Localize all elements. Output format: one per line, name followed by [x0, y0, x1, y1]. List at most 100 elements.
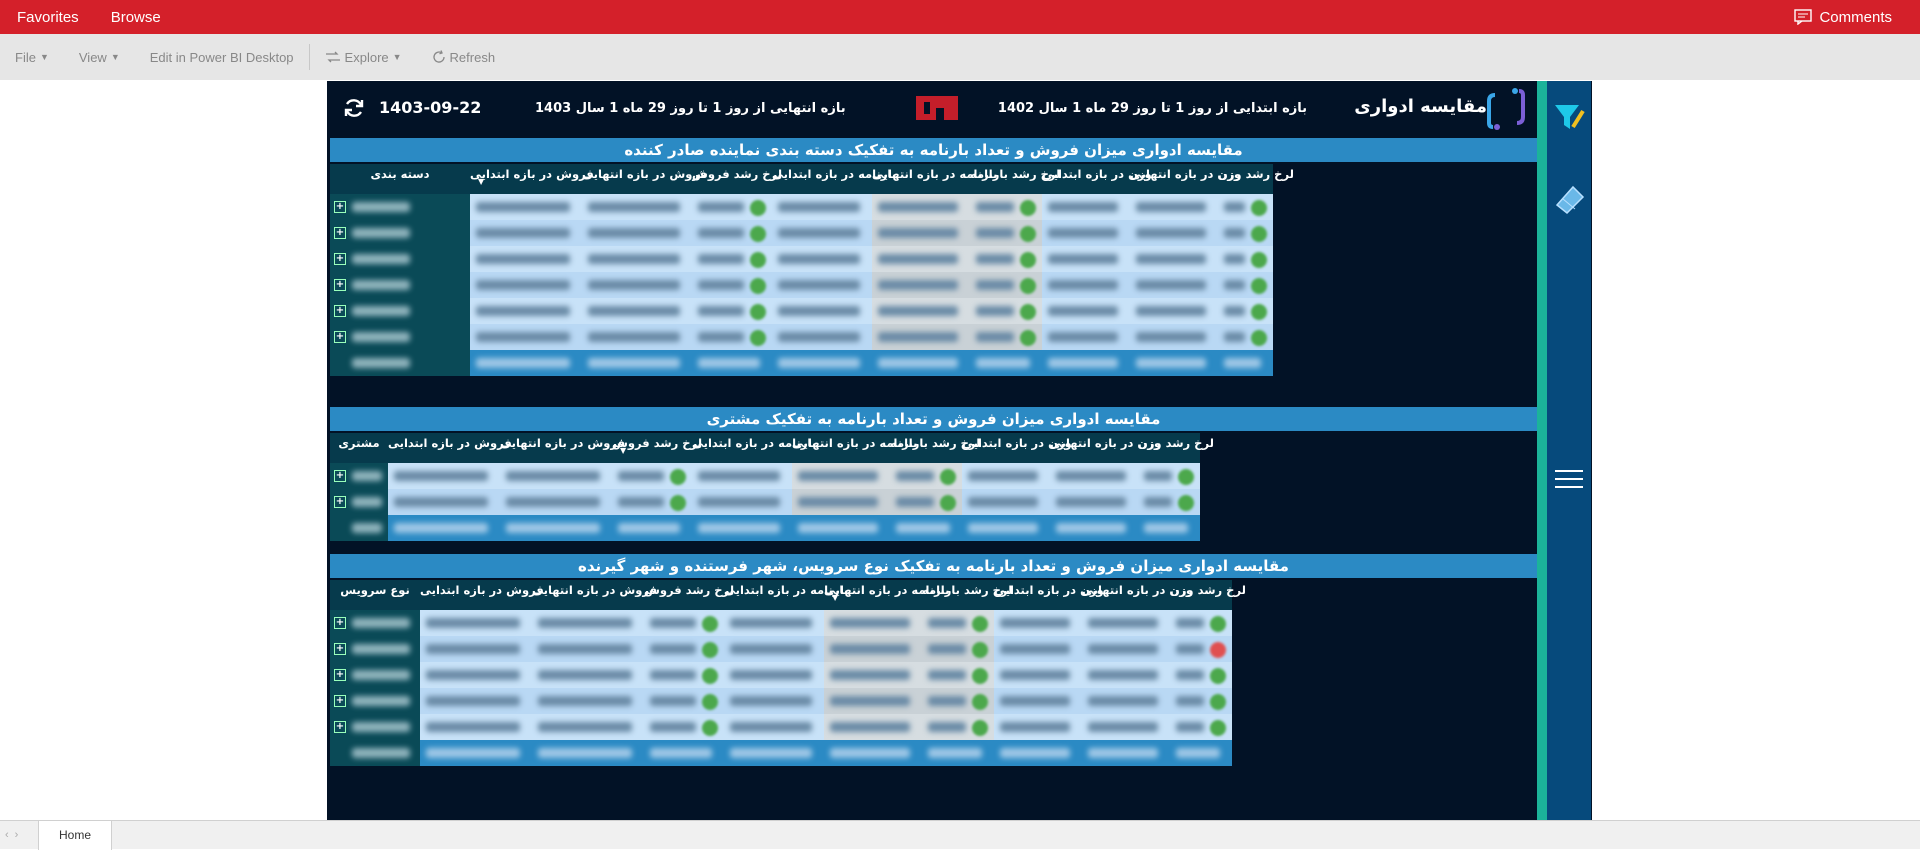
status-indicator-icon [750, 278, 766, 294]
refresh-icon[interactable] [343, 97, 365, 119]
view-menu[interactable]: View ▼ [79, 50, 120, 65]
hamburger-menu-icon[interactable] [1553, 463, 1585, 495]
table-cell [470, 246, 582, 272]
table-cell [612, 515, 692, 541]
column-header[interactable]: وزن در بازه ابتدایی [1042, 164, 1152, 194]
column-header[interactable]: لرخ رشد بارنامه [922, 580, 1012, 610]
expand-icon[interactable]: + [334, 201, 346, 213]
column-header-label: بارنامه در بازه ابتدایی [692, 436, 817, 450]
table-header-row: لرخ رشد وزن وزن در بازه انتهایی وزن در باز… [330, 433, 1214, 463]
column-header-label: بارنامه در بازه ابتدایی [724, 583, 849, 597]
blurred-value [976, 358, 1030, 368]
column-header[interactable]: فروش در بازه ابتدایی [420, 580, 544, 610]
column-header[interactable]: لرخ رشد فروش [644, 580, 734, 610]
column-header[interactable]: لرخ رشد بارنامه [970, 164, 1060, 194]
column-header[interactable]: لرخ رشد وزن [1138, 433, 1214, 463]
column-header[interactable]: بارنامه در بازه انتهایی ▼ [824, 580, 949, 610]
column-header[interactable]: لرخ رشد بارنامه [890, 433, 980, 463]
table-cell [1050, 515, 1138, 541]
column-header[interactable]: لرخ رشد وزن [1218, 164, 1294, 194]
refresh-button[interactable]: Refresh [432, 50, 495, 65]
column-header[interactable]: بارنامه در بازه ابتدایی [692, 433, 816, 463]
blurred-value [394, 523, 488, 533]
column-header[interactable]: وزن در بازه ابتدایی [962, 433, 1072, 463]
table-cell [1042, 220, 1130, 246]
expand-icon[interactable]: + [334, 496, 346, 508]
expand-icon[interactable]: + [334, 721, 346, 733]
column-header-label: لرخ رشد بارنامه [922, 583, 1013, 597]
expand-icon[interactable]: + [334, 643, 346, 655]
status-indicator-icon [972, 668, 988, 684]
blurred-value [1176, 670, 1204, 680]
table-cell [612, 489, 692, 515]
explore-menu[interactable]: Explore ▼ [325, 50, 402, 65]
column-header[interactable]: فروش در بازه انتهایی [582, 164, 707, 194]
expand-icon[interactable]: + [334, 253, 346, 265]
tab-scroll-arrows[interactable]: ‹› [5, 829, 25, 841]
column-header[interactable]: بارنامه در بازه انتهایی [872, 164, 997, 194]
column-header[interactable]: دسته بندی [330, 164, 470, 194]
file-menu[interactable]: File ▼ [15, 50, 49, 65]
column-header[interactable]: بارنامه در بازه ابتدایی [772, 164, 896, 194]
blurred-value [1048, 358, 1118, 368]
column-header[interactable]: بارنامه در بازه انتهایی [792, 433, 917, 463]
eraser-icon[interactable] [1553, 183, 1585, 215]
column-header-label: بارنامه در بازه انتهایی [872, 167, 998, 181]
column-header[interactable]: فروش در بازه ابتدایی ▼ [470, 164, 594, 194]
status-indicator-icon [940, 495, 956, 511]
expand-icon[interactable]: + [334, 279, 346, 291]
expand-icon[interactable]: + [334, 227, 346, 239]
column-header[interactable]: وزن در بازه انتهایی [1050, 433, 1161, 463]
column-header[interactable]: مشتری [330, 433, 388, 463]
table-cell [388, 515, 500, 541]
table-row: + [330, 194, 1273, 220]
blurred-value [1224, 280, 1245, 290]
expand-icon[interactable]: + [334, 617, 346, 629]
filter-icon[interactable] [1553, 101, 1585, 133]
explore-icon [325, 51, 340, 63]
table-cell [1130, 246, 1218, 272]
table-cell [692, 350, 772, 376]
expand-icon[interactable]: + [334, 305, 346, 317]
tab-home[interactable]: Home [38, 821, 112, 850]
blurred-value [928, 722, 966, 732]
table-cell [724, 662, 824, 688]
column-header[interactable]: فروش در بازه انتهایی [532, 580, 657, 610]
blurred-value [698, 358, 760, 368]
column-header[interactable]: لرخ رشد فروش ▼ [612, 433, 702, 463]
column-header[interactable]: لرخ رشد وزن [1170, 580, 1246, 610]
blurred-value [778, 280, 860, 290]
table-cell [922, 636, 994, 662]
column-header-label: وزن در بازه انتهایی [1082, 583, 1193, 597]
blurred-value [1000, 748, 1070, 758]
table-cell [970, 194, 1042, 220]
column-header[interactable]: فروش در بازه انتهایی [500, 433, 625, 463]
table-cell [824, 714, 922, 740]
column-header[interactable]: لرخ رشد فروش [692, 164, 782, 194]
expand-icon[interactable]: + [334, 470, 346, 482]
table-cell [692, 489, 792, 515]
blurred-value [650, 644, 696, 654]
column-header[interactable]: بارنامه در بازه ابتدایی [724, 580, 848, 610]
column-header[interactable]: وزن در بازه انتهایی [1130, 164, 1241, 194]
column-header[interactable]: نوع سرویس [330, 580, 420, 610]
table-cell [612, 463, 692, 489]
column-header[interactable]: فروش در بازه ابتدایی [388, 433, 512, 463]
expand-icon[interactable]: + [334, 331, 346, 343]
blurred-value [1000, 644, 1070, 654]
table-cell [420, 610, 532, 636]
edit-desktop-button[interactable]: Edit in Power BI Desktop [150, 50, 294, 65]
browse-link[interactable]: Browse [110, 8, 161, 26]
column-header[interactable]: وزن در بازه انتهایی [1082, 580, 1193, 610]
column-header[interactable]: وزن در بازه ابتدایی [994, 580, 1104, 610]
expand-icon[interactable]: + [334, 669, 346, 681]
column-header-label: لرخ رشد وزن [1138, 436, 1214, 450]
table-cell [970, 246, 1042, 272]
table-cell [420, 662, 532, 688]
table-cell [824, 636, 922, 662]
favorites-link[interactable]: Favorites [17, 8, 79, 26]
compare-logo-icon [1487, 88, 1525, 130]
table-cell [532, 740, 644, 766]
comments-button[interactable]: Comments [1794, 0, 1892, 34]
expand-icon[interactable]: + [334, 695, 346, 707]
